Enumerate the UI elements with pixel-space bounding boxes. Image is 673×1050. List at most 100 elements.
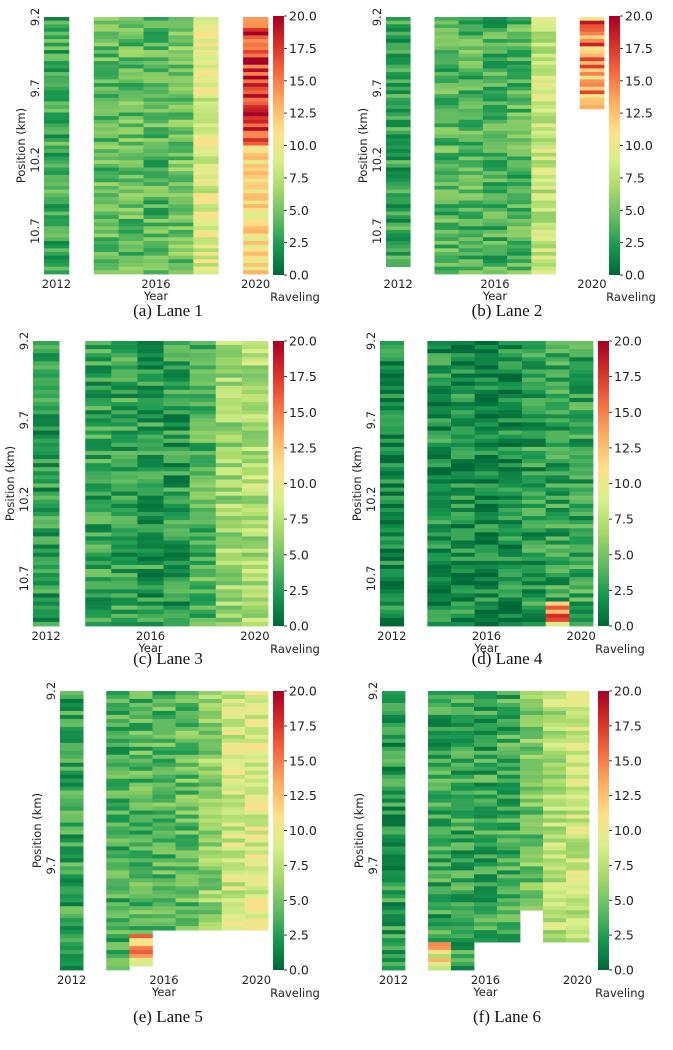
heatmap-cell: [497, 910, 521, 915]
heatmap-cell: [244, 754, 269, 760]
heatmap-cell: [543, 754, 567, 760]
heatmap-cell: [451, 540, 476, 545]
heatmap-cell: [137, 577, 164, 582]
heatmap-cell: [380, 483, 405, 488]
heatmap-cell: [60, 702, 84, 708]
heatmap-cell: [498, 349, 523, 354]
heatmap-cell: [507, 218, 532, 223]
heatmap-cell: [44, 108, 70, 113]
heatmap-cell: [482, 160, 508, 165]
heatmap-cell: [215, 381, 243, 387]
heatmap-cell: [543, 706, 567, 712]
heatmap-cell: [168, 196, 194, 201]
heatmap-cell: [482, 83, 508, 88]
heatmap-cell: [482, 244, 508, 249]
heatmap-cell: [118, 72, 144, 77]
y-tick-label: 9.2: [28, 8, 42, 26]
heatmap-cell: [93, 50, 120, 55]
heatmap-cell: [137, 463, 164, 468]
heatmap-cell: [221, 894, 246, 899]
heatmap-cell: [531, 138, 556, 143]
heatmap-cell: [566, 766, 590, 772]
heatmap-cell: [427, 613, 452, 619]
heatmap-cell: [193, 101, 219, 106]
heatmap-cell: [93, 229, 120, 235]
heatmap-cell: [106, 822, 130, 827]
colorbar-tick-label: 0.0: [625, 268, 645, 283]
heatmap-cell: [93, 145, 120, 150]
heatmap-cell: [44, 226, 70, 231]
heatmap-cell: [531, 50, 556, 55]
heatmap-cell: [193, 31, 219, 36]
heatmap-cell: [163, 365, 191, 370]
heatmap-cell: [189, 601, 217, 607]
heatmap-cell: [111, 560, 138, 566]
heatmap-cell: [474, 349, 499, 354]
heatmap-cell: [85, 512, 112, 517]
heatmap-cell: [111, 491, 138, 497]
heatmap-cell: [380, 369, 405, 374]
heatmap-cell: [241, 512, 269, 517]
heatmap-cell: [163, 426, 191, 431]
heatmap-cell: [137, 467, 164, 472]
heatmap-cell: [566, 802, 590, 807]
heatmap-cell: [427, 593, 452, 598]
heatmap-cell: [498, 341, 523, 346]
heatmap-cell: [522, 450, 547, 456]
heatmap-cell: [380, 581, 405, 586]
heatmap-cell: [545, 564, 570, 570]
heatmap-cell: [118, 116, 144, 121]
heatmap-cell: [244, 691, 269, 696]
heatmap-cell: [143, 138, 169, 143]
heatmap-cell: [380, 552, 405, 558]
heatmap-cell: [244, 826, 269, 831]
heatmap-cell: [143, 24, 169, 29]
heatmap-cell: [163, 345, 191, 350]
heatmap-cell: [33, 381, 60, 387]
heatmap-cell: [241, 479, 269, 484]
heatmap-cell: [111, 377, 138, 383]
heatmap-cell: [428, 930, 452, 935]
heatmap-cell: [129, 842, 153, 847]
heatmap-cell: [175, 842, 200, 847]
heatmap-cell: [482, 152, 508, 157]
heatmap-cell: [474, 548, 499, 554]
heatmap-cell: [451, 398, 476, 403]
heatmap-cell: [497, 722, 521, 728]
heatmap-cell: [243, 266, 269, 271]
heatmap-cell: [106, 698, 130, 704]
heatmap-cell: [106, 794, 130, 800]
heatmap-column-2014: [93, 17, 120, 275]
heatmap-cell: [497, 770, 521, 776]
heatmap-cell: [434, 185, 460, 190]
heatmap-cell: [193, 262, 219, 268]
heatmap-cell: [118, 28, 144, 33]
heatmap-cell: [482, 130, 508, 135]
heatmap-cell: [85, 617, 112, 623]
heatmap-cell: [244, 802, 269, 807]
heatmap-cell: [474, 463, 499, 468]
heatmap-cell: [507, 259, 532, 264]
heatmap-cell: [44, 262, 70, 268]
heatmap-cell: [382, 898, 406, 903]
heatmap-cell: [531, 229, 556, 235]
heatmap-cell: [163, 532, 191, 537]
heatmap-cell: [198, 818, 223, 823]
heatmap-cell: [118, 226, 144, 231]
heatmap-cell: [569, 467, 594, 472]
heatmap-cell: [111, 373, 138, 379]
heatmap-cell: [458, 130, 484, 135]
heatmap-cell: [193, 237, 219, 242]
heatmap-cell: [129, 750, 153, 756]
colorbar-tick-label: 7.5: [289, 170, 309, 185]
heatmap-cell: [111, 426, 138, 431]
heatmap-cell: [198, 698, 223, 704]
heatmap-cell: [520, 826, 544, 831]
heatmap-cell: [106, 866, 130, 871]
heatmap-cell: [168, 185, 194, 190]
heatmap-cell: [545, 528, 570, 533]
heatmap-cell: [482, 108, 508, 113]
heatmap-cell: [215, 577, 243, 582]
heatmap-cell: [168, 233, 194, 238]
heatmap-cell: [85, 577, 112, 582]
